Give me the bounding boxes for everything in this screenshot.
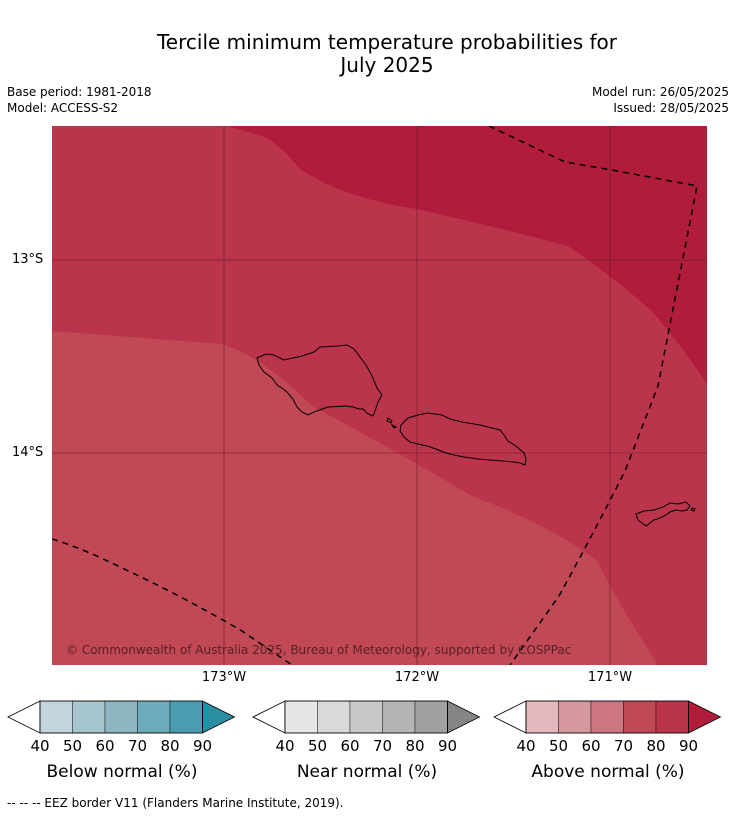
colorbar-tick-label: 50 [549, 737, 568, 755]
legend-near-normal: 40 50 60 70 80 90 [251, 698, 483, 764]
attribution-text: © Commonwealth of Australia 2025, Bureau… [66, 643, 571, 657]
colorbar-below: 40 50 60 70 80 90 [7, 700, 236, 755]
colorbar-under-arrow [493, 700, 527, 734]
legend-title-below: Below normal (%) [46, 762, 198, 782]
colorbar-tick-label: 60 [340, 737, 359, 755]
colorbar-near: 40 50 60 70 80 90 [252, 700, 481, 755]
colorbar-over-arrow [447, 700, 481, 734]
colorbar-tick-label: 40 [275, 737, 294, 755]
colorbar-segment [414, 700, 448, 734]
title-line-2: July 2025 [340, 53, 434, 77]
apolima-manono-islets [386, 417, 398, 429]
colorbar-segment [317, 700, 351, 734]
colorbar-segment [558, 700, 592, 734]
legend-title-above: Above normal (%) [531, 762, 685, 782]
colorbar-segment [39, 700, 73, 734]
map-svg: © Commonwealth of Australia 2025, Bureau… [51, 125, 707, 666]
colorbar-over-arrow [688, 700, 722, 734]
colorbar-outline [284, 700, 448, 734]
colorbar-tick-label: 80 [405, 737, 424, 755]
eez-border-southwest [51, 538, 293, 666]
eez-footnote: -- -- -- EEZ border V11 (Flanders Marine… [7, 796, 344, 810]
meta-left: Base period: 1981-2018 Model: ACCESS-S2 [7, 84, 152, 116]
colorbar-tick-label: 40 [516, 737, 535, 755]
colorbar-tick-label: 90 [438, 737, 457, 755]
title-line-1: Tercile minimum temperature probabilitie… [156, 30, 618, 54]
eez-border [51, 125, 698, 666]
coastlines [256, 344, 696, 527]
eez-border-east [488, 125, 698, 666]
model-text: Model: ACCESS-S2 [7, 101, 119, 115]
meta-right: Model run: 26/05/2025 Issued: 28/05/2025 [592, 84, 729, 116]
colorbar-under-arrow [7, 700, 41, 734]
colorbar-tick-label: 60 [95, 737, 114, 755]
colorbar-segment [525, 700, 559, 734]
zone-above-90 [228, 126, 707, 384]
aunuu-islet [690, 507, 696, 512]
zone-above-80 [52, 126, 707, 665]
map-title: Tercile minimum temperature probabilitie… [0, 31, 736, 77]
lat-label-14s: 14°S [12, 445, 44, 460]
colorbar-tick-label: 80 [160, 737, 179, 755]
colorbar-tick-label: 40 [30, 737, 49, 755]
colorbar-segment [382, 700, 416, 734]
colorbar-segment [623, 700, 657, 734]
colorbar-tick-label: 50 [308, 737, 327, 755]
colorbar-segment [655, 700, 689, 734]
savaii-island [256, 344, 383, 417]
lon-label-172w: 172°W [394, 670, 440, 685]
base-period-text: Base period: 1981-2018 [7, 85, 152, 99]
lat-label-13s: 13°S [12, 252, 44, 267]
tutuila-island [635, 501, 691, 527]
legend-below-normal: 40 50 60 70 80 90 [6, 698, 238, 764]
colorbar-segment [104, 700, 138, 734]
colorbar-outline [525, 700, 689, 734]
colorbar-tick-label: 60 [581, 737, 600, 755]
colorbar-segment [349, 700, 383, 734]
map-panel: © Commonwealth of Australia 2025, Bureau… [51, 125, 707, 666]
colorbar-tick-label: 70 [614, 737, 633, 755]
colorbar-tick-label: 90 [193, 737, 212, 755]
colorbar-above: 40 50 60 70 80 90 [493, 700, 722, 755]
colorbar-segment [137, 700, 171, 734]
legend-above-normal: 40 50 60 70 80 90 [492, 698, 724, 764]
colorbar-segment [590, 700, 624, 734]
colorbar-over-arrow [202, 700, 236, 734]
graticule [52, 126, 707, 665]
colorbar-segment [72, 700, 106, 734]
colorbar-segment [169, 700, 203, 734]
colorbar-tick-label: 70 [373, 737, 392, 755]
colorbar-tick-label: 70 [128, 737, 147, 755]
lon-label-171w: 171°W [587, 670, 633, 685]
upolu-island [399, 412, 527, 466]
colorbar-outline [39, 700, 203, 734]
colorbar-segment [284, 700, 318, 734]
colorbar-tick-label: 50 [63, 737, 82, 755]
lon-label-173w: 173°W [201, 670, 247, 685]
legend-title-near: Near normal (%) [296, 762, 438, 782]
colorbar-tick-label: 90 [679, 737, 698, 755]
issued-text: Issued: 28/05/2025 [613, 101, 729, 115]
colorbar-under-arrow [252, 700, 286, 734]
model-run-text: Model run: 26/05/2025 [591, 85, 729, 99]
colorbar-tick-label: 80 [646, 737, 665, 755]
